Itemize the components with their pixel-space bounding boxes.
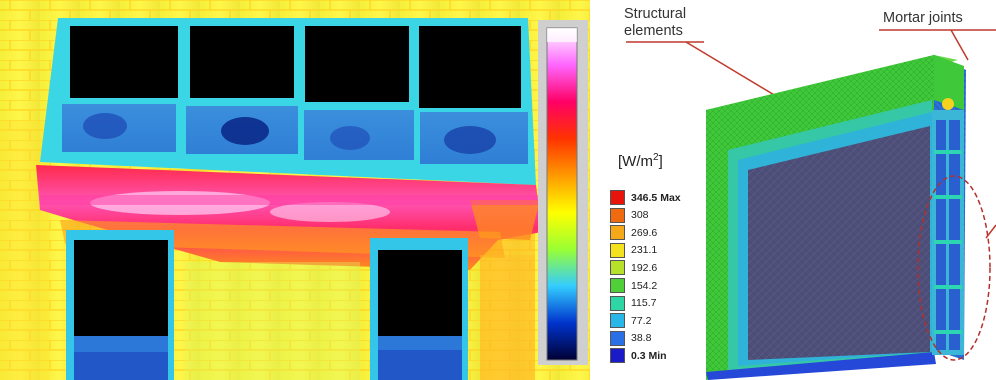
legend-swatch: [610, 207, 625, 223]
legend-item: 0.3 Min: [610, 347, 667, 364]
mortar-joint-highlight-ellipse: [917, 175, 991, 361]
legend-swatch: [610, 330, 625, 346]
structural-elements-callout: Structural elements: [624, 6, 686, 40]
legend-item: 346.5 Max: [610, 189, 681, 206]
legend-item: 308: [610, 207, 649, 224]
legend-swatch: [610, 295, 625, 311]
legend-label: 38.8: [631, 332, 652, 345]
legend-swatch: [610, 313, 625, 329]
legend-swatch: [610, 278, 625, 293]
legend-item: 115.7: [610, 295, 657, 312]
legend-item: 231.1: [610, 242, 657, 259]
mortar-joints-column: [932, 98, 964, 355]
legend-label: 115.7: [631, 297, 657, 310]
legend-item: 269.6: [610, 224, 657, 241]
structural-callout-line2: elements: [624, 23, 683, 39]
mortar-joints-callout: Mortar joints: [883, 10, 963, 26]
legend-item: 38.8: [610, 330, 651, 347]
fem-wall-model: [626, 29, 996, 380]
legend-unit-prefix: [W/m: [618, 153, 653, 170]
legend-swatch: [610, 242, 625, 258]
legend-unit-sup: 2: [653, 152, 659, 163]
legend-item: 192.6: [610, 259, 657, 276]
legend-label: 308: [631, 209, 649, 222]
legend-swatch: [610, 260, 625, 276]
fem-heat-flux-model: Structural elements Mortar joints [W/m2]…: [596, 0, 996, 380]
legend-label: 231.1: [631, 244, 658, 257]
legend-unit: [W/m2]: [618, 152, 663, 170]
legend-label: 269.6: [631, 226, 658, 239]
legend-unit-suffix: ]: [658, 153, 663, 170]
legend-swatch: [610, 190, 625, 205]
legend-item: 77.2: [610, 312, 651, 329]
legend-label: 346.5 Max: [631, 191, 681, 204]
legend-label: 0.3 Min: [631, 349, 667, 362]
legend-item: 154.2: [610, 277, 657, 294]
legend-label: 154.2: [631, 279, 658, 292]
heat-flux-legend: 346.5 Max 308 269.6 231.1 192.6 154.2 115.7 77.…: [610, 189, 720, 369]
legend-label: 192.6: [631, 261, 658, 274]
legend-label: 77.2: [631, 314, 652, 327]
legend-swatch: [610, 348, 625, 364]
structural-callout-line1: Structural: [624, 6, 687, 22]
thermal-image: [0, 0, 590, 380]
legend-swatch: [610, 225, 625, 241]
thermal-image-graphic: [0, 0, 590, 380]
